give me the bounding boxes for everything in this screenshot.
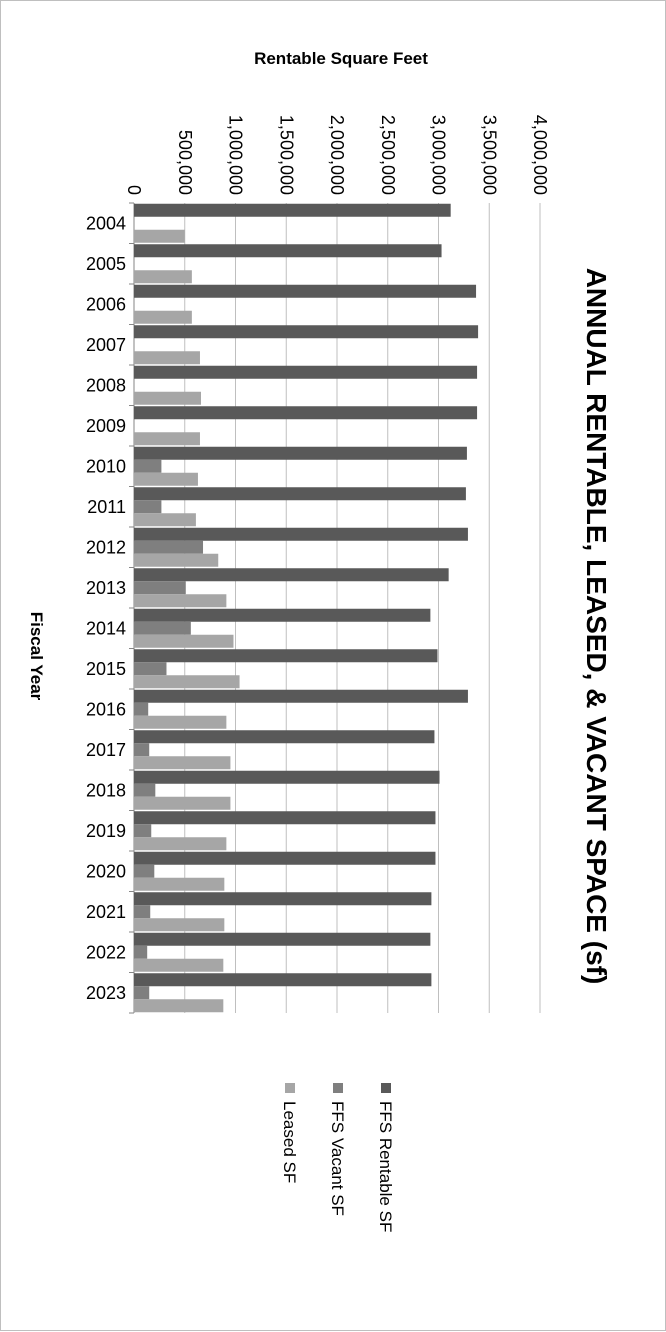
bar — [134, 229, 185, 243]
plot-area: 0 500,000 1,000,000 1,500,000 2,000,000 2,500… — [86, 115, 550, 1014]
bar — [134, 662, 167, 676]
bar — [134, 743, 150, 757]
x-axis-title: Rentable Square Feet — [254, 49, 428, 68]
bar — [134, 999, 224, 1013]
bar — [134, 905, 151, 919]
y-tick-label: 2011 — [87, 497, 126, 517]
y-axis-title: Fiscal Year — [27, 612, 46, 701]
bar — [134, 351, 200, 365]
x-tick-label: 3,000,000 — [429, 115, 449, 195]
x-tick-label: 0 — [124, 185, 144, 195]
bar — [134, 811, 436, 825]
y-tick-label: 2016 — [86, 699, 126, 719]
bar — [134, 756, 231, 770]
bar — [134, 325, 479, 339]
x-tick-label: 3,500,000 — [479, 115, 499, 195]
bar — [134, 500, 162, 514]
y-tick-label: 2006 — [86, 294, 126, 314]
bar — [134, 487, 466, 501]
legend-swatch — [333, 1083, 343, 1093]
x-tick-label: 2,000,000 — [327, 115, 347, 195]
bar — [134, 715, 227, 729]
bar — [134, 958, 224, 972]
chart-title: ANNUAL RENTABLE, LEASED, & VACANT SPACE … — [581, 268, 612, 985]
bar — [134, 459, 162, 473]
x-tick-label: 1,000,000 — [226, 115, 246, 195]
bar — [134, 851, 436, 865]
legend: FFS Rentable SF FFS Vacant SF Leased SF — [280, 1083, 395, 1232]
y-tick-label: 2022 — [86, 942, 126, 962]
bar — [134, 284, 477, 298]
x-tick-label: 1,500,000 — [276, 115, 296, 195]
bar — [134, 432, 200, 446]
bar — [134, 527, 468, 541]
bar — [134, 621, 191, 635]
x-tick-label: 500,000 — [175, 130, 195, 195]
legend-swatch — [285, 1083, 295, 1093]
bar — [134, 796, 231, 810]
bar — [134, 270, 192, 284]
y-tick-label: 2020 — [86, 861, 126, 881]
x-tick-label: 2,500,000 — [378, 115, 398, 195]
bar — [134, 892, 432, 906]
bar — [134, 594, 227, 608]
bar — [134, 513, 196, 527]
bar — [134, 581, 186, 595]
y-tick-label: 2017 — [86, 740, 126, 760]
y-tick-label: 2010 — [86, 456, 126, 476]
bar — [134, 472, 198, 486]
bar — [134, 553, 219, 567]
bar — [134, 675, 240, 689]
y-tick-label: 2007 — [86, 335, 126, 355]
bar — [134, 649, 438, 663]
bar — [134, 634, 234, 648]
bar — [134, 446, 467, 460]
bar — [134, 702, 149, 716]
bar — [134, 310, 192, 324]
bar — [134, 932, 431, 946]
bar — [134, 689, 468, 703]
bar — [134, 986, 150, 1000]
bar — [134, 406, 478, 420]
bar — [134, 877, 225, 891]
y-tick-label: 2023 — [86, 983, 126, 1003]
legend-label: FFS Vacant SF — [328, 1101, 347, 1216]
bar — [134, 730, 435, 744]
y-tick-label: 2015 — [86, 659, 126, 679]
bar — [134, 918, 225, 932]
y-tick-label: 2012 — [86, 537, 126, 557]
y-tick-label: 2021 — [86, 902, 126, 922]
bar — [134, 864, 155, 878]
y-tick-label: 2009 — [86, 416, 126, 436]
bar — [134, 824, 152, 838]
legend-label: FFS Rentable SF — [376, 1101, 395, 1232]
bar — [134, 783, 156, 797]
bar — [134, 365, 478, 379]
y-tick-label: 2004 — [86, 213, 126, 233]
legend-label: Leased SF — [280, 1101, 299, 1183]
bar — [134, 203, 451, 217]
y-tick-label: 2008 — [86, 375, 126, 395]
bar — [134, 568, 449, 582]
y-tick-label: 2005 — [86, 254, 126, 274]
legend-swatch — [381, 1083, 391, 1093]
bar — [134, 837, 227, 851]
y-tick-label: 2019 — [86, 821, 126, 841]
bar — [134, 540, 204, 554]
bar — [134, 244, 442, 258]
bar — [134, 608, 431, 622]
bar — [134, 973, 432, 987]
y-tick-label: 2014 — [86, 618, 126, 638]
y-tick-label: 2013 — [86, 578, 126, 598]
bar — [134, 770, 440, 784]
y-tick-label: 2018 — [86, 780, 126, 800]
x-tick-label: 4,000,000 — [530, 115, 550, 195]
bar — [134, 945, 148, 959]
bar — [134, 391, 201, 405]
